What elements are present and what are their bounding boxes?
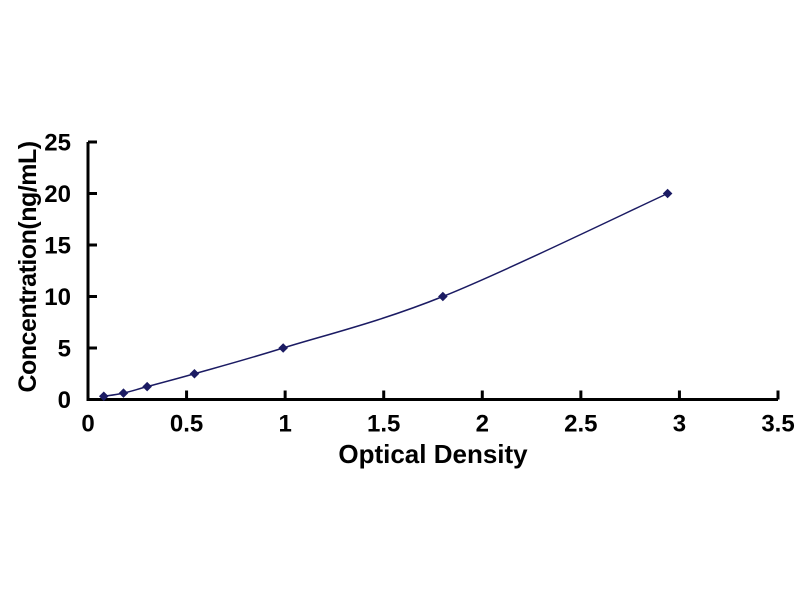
axis-spines	[86, 142, 778, 401]
series-line	[103, 192, 668, 398]
x-tick-label: 0	[81, 411, 94, 438]
x-tick-label: 0.5	[170, 411, 203, 438]
y-axis-title: Concentration(ng/mL)	[14, 141, 42, 392]
y-tick-label: 5	[58, 336, 71, 363]
data-point-marker	[189, 368, 200, 379]
y-tick-label: 20	[44, 181, 71, 208]
axes-layer: 0 5 10 15 20 25 0 0.5 1 1.5 2 2.5 3 3.5	[44, 130, 794, 438]
x-tick-label: 1.5	[367, 411, 400, 438]
data-point-marker	[142, 381, 152, 392]
x-axis-title: Optical Density	[338, 439, 528, 469]
x-tick-label: 2.5	[564, 411, 597, 438]
x-tick-label: 2	[476, 411, 489, 438]
data-point-marker	[438, 291, 448, 302]
data-point-marker	[98, 391, 109, 402]
data-point-marker	[118, 388, 129, 398]
x-tick-label: 1	[278, 411, 291, 438]
data-point-marker	[278, 343, 288, 353]
x-tick-label: 3.5	[761, 411, 794, 438]
y-tick-label: 0	[58, 387, 71, 414]
y-tick-label: 15	[44, 233, 71, 260]
y-tick-label: 25	[44, 130, 71, 157]
series-layer	[98, 188, 673, 402]
y-tick-label: 10	[44, 284, 71, 311]
data-point-marker	[662, 188, 673, 199]
x-tick-label: 3	[673, 411, 686, 438]
